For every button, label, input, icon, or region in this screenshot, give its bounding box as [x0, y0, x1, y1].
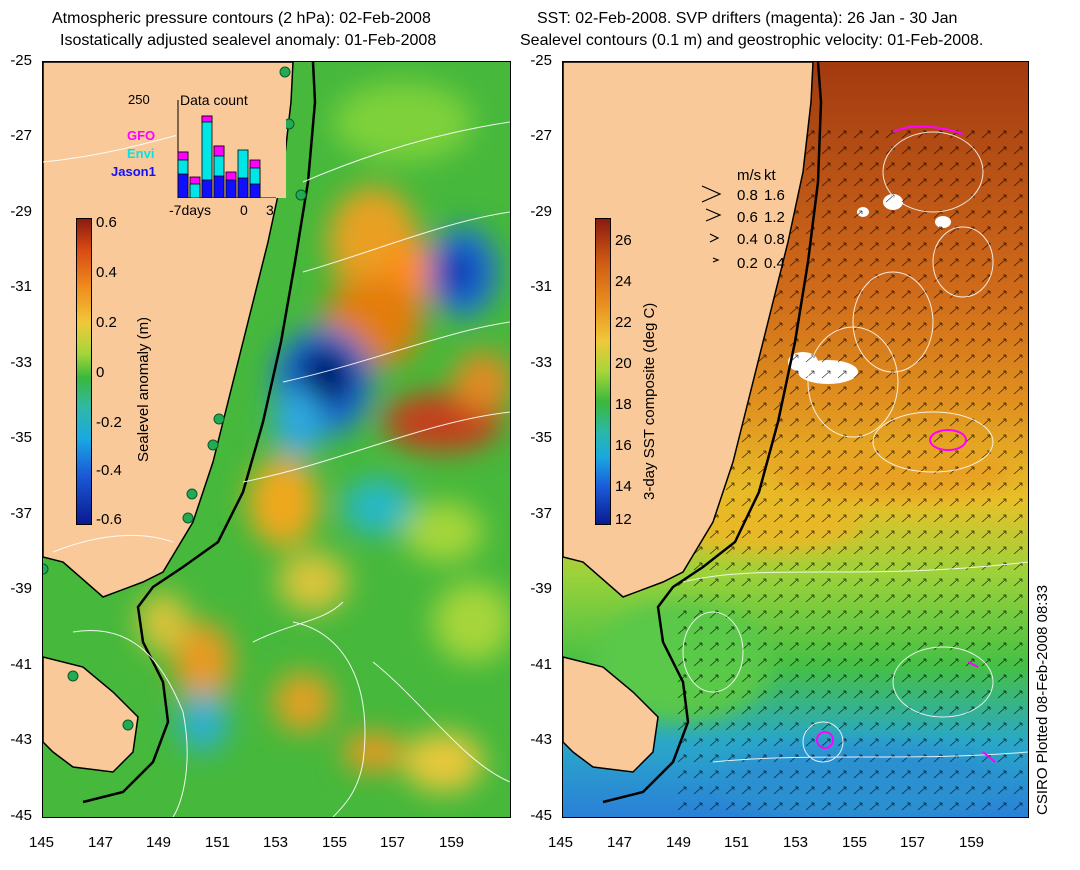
land-tasmania — [43, 656, 139, 773]
right-ytick: -37 — [530, 505, 552, 522]
velocity-row-kt: 0.8 — [764, 231, 785, 248]
left-title-line1: Atmospheric pressure contours (2 hPa): 0… — [52, 10, 431, 27]
inset-legend-gfo: GFO — [127, 128, 156, 143]
inset-xtick-zero: 0 — [240, 202, 248, 218]
right-cb-tick-2: 22 — [615, 314, 632, 331]
velocity-row-ms: 0.4 — [737, 231, 758, 248]
right-xtick: 145 — [548, 834, 574, 851]
velocity-row-kt: 0.4 — [764, 255, 785, 272]
right-xtick: 153 — [783, 834, 809, 851]
left-xtick: 147 — [88, 834, 114, 851]
right-cb-tick-3: 20 — [615, 355, 632, 372]
velocity-row-kt: 1.6 — [764, 187, 785, 204]
sealevel-anomaly-field — [138, 82, 510, 792]
left-colorbar — [76, 218, 92, 525]
velocity-header-ms: m/s — [737, 167, 762, 184]
right-title-line1: SST: 02-Feb-2008. SVP drifters (magenta)… — [537, 10, 958, 27]
velocity-row-ms: 0.6 — [737, 209, 758, 226]
right-colorbar — [595, 218, 611, 525]
left-xtick: 153 — [263, 834, 289, 851]
velocity-row-ms: 0.8 — [737, 187, 758, 204]
right-cb-tick-7: 12 — [615, 511, 632, 528]
left-xtick: 157 — [380, 834, 406, 851]
inset-legend-jason1: Jason1 — [111, 164, 156, 179]
right-colorbar-label: 3-day SST composite (deg C) — [641, 302, 658, 500]
data-count-bars — [177, 115, 261, 199]
right-ytick: -29 — [530, 203, 552, 220]
velocity-legend-arrows — [700, 182, 732, 272]
right-xtick: 147 — [607, 834, 633, 851]
right-cb-tick-6: 14 — [615, 478, 632, 495]
right-xtick: 151 — [724, 834, 750, 851]
left-colorbar-label: Sealevel anomaly (m) — [135, 316, 152, 462]
right-xtick: 155 — [842, 834, 868, 851]
right-map-sst — [562, 61, 1029, 818]
credit-text: CSIRO Plotted 08-Feb-2008 08:33 — [1034, 584, 1051, 815]
right-cb-tick-5: 16 — [615, 437, 632, 454]
right-ytick: -45 — [530, 807, 552, 824]
right-ytick: -25 — [530, 52, 552, 69]
inset-xtick-end: 3 — [266, 202, 274, 218]
left-ytick: -29 — [10, 203, 32, 220]
left-cb-tick-4: -0.2 — [96, 414, 122, 431]
right-title-line2: Sealevel contours (0.1 m) and geostrophi… — [520, 32, 984, 49]
left-ytick: -33 — [10, 354, 32, 371]
left-xtick: 159 — [439, 834, 465, 851]
left-ytick: -35 — [10, 429, 32, 446]
right-ytick: -31 — [530, 278, 552, 295]
svp-drifter-tracks — [816, 125, 996, 763]
right-ytick: -35 — [530, 429, 552, 446]
left-xtick: 145 — [29, 834, 55, 851]
left-cb-tick-2: 0.2 — [96, 314, 117, 331]
right-ytick: -33 — [530, 354, 552, 371]
left-ytick: -43 — [10, 731, 32, 748]
left-ytick: -27 — [10, 127, 32, 144]
right-xtick: 157 — [900, 834, 926, 851]
left-title-line2: Isostatically adjusted sealevel anomaly:… — [60, 32, 437, 49]
right-ytick: -27 — [530, 127, 552, 144]
left-cb-tick-3: 0 — [96, 364, 105, 381]
right-xtick: 159 — [959, 834, 985, 851]
left-ytick: -41 — [10, 656, 32, 673]
velocity-row-kt: 1.2 — [764, 209, 785, 226]
left-cb-tick-0: 0.6 — [96, 214, 117, 231]
right-cb-tick-1: 24 — [615, 273, 632, 290]
left-ytick: -31 — [10, 278, 32, 295]
right-ytick: -39 — [530, 580, 552, 597]
data-count-inset — [176, 92, 286, 199]
right-cb-tick-4: 18 — [615, 396, 632, 413]
left-xtick: 151 — [205, 834, 231, 851]
left-ytick: -37 — [10, 505, 32, 522]
right-cb-tick-0: 26 — [615, 232, 632, 249]
left-cb-tick-5: -0.4 — [96, 462, 122, 479]
left-xtick: 149 — [146, 834, 172, 851]
left-cb-tick-6: -0.6 — [96, 511, 122, 528]
velocity-row-ms: 0.2 — [737, 255, 758, 272]
left-ytick: -25 — [10, 52, 32, 69]
right-xtick: 149 — [666, 834, 692, 851]
left-ytick: -39 — [10, 580, 32, 597]
left-xtick: 155 — [322, 834, 348, 851]
inset-title: Data count — [180, 92, 248, 108]
velocity-header-kt: kt — [764, 167, 776, 184]
inset-ymax-label: 250 — [128, 92, 150, 107]
inset-legend-envi: Envi — [127, 146, 155, 161]
inset-xtick-start: -7days — [169, 202, 212, 218]
land-mainland — [563, 62, 814, 598]
right-ytick: -43 — [530, 731, 552, 748]
left-ytick: -45 — [10, 807, 32, 824]
land-tasmania — [563, 656, 659, 773]
right-ytick: -41 — [530, 656, 552, 673]
tide-gauge-markers — [43, 66, 307, 731]
left-cb-tick-1: 0.4 — [96, 264, 117, 281]
